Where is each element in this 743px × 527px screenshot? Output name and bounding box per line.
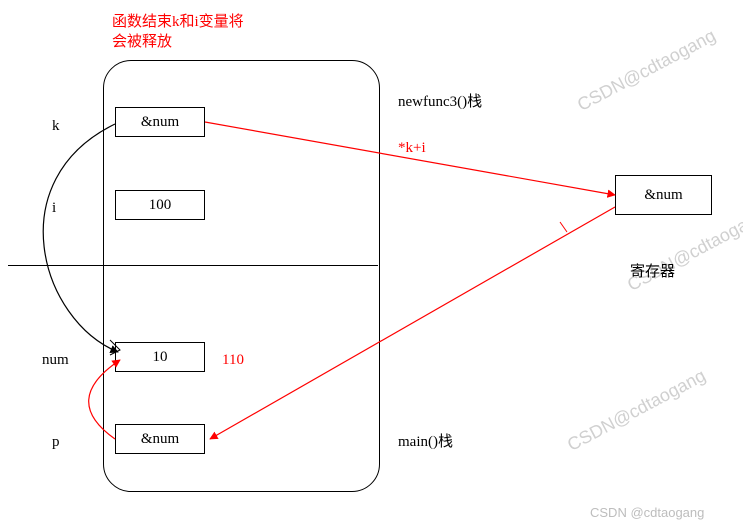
var-num-box: 10 <box>115 342 205 372</box>
watermark: CSDN@cdtaogang <box>564 365 709 456</box>
var-p-value: &num <box>141 431 179 448</box>
var-k-label: k <box>52 118 60 135</box>
register-value: &num <box>644 187 682 204</box>
var-p-label: p <box>52 434 60 451</box>
k-plus-i-label: *k+i <box>398 140 426 157</box>
var-num-label: num <box>42 352 69 369</box>
var-k-box: &num <box>115 107 205 137</box>
newfunc3-stack-label: newfunc3()栈 <box>398 90 482 111</box>
note-line2: 会被释放 <box>112 30 172 51</box>
var-p-box: &num <box>115 424 205 454</box>
signature: CSDN @cdtaogang <box>590 505 704 520</box>
stack-divider <box>8 265 378 266</box>
var-i-value: 100 <box>149 197 172 214</box>
var-i-label: i <box>52 200 56 217</box>
watermark: CSDN@cdtaogang <box>574 25 719 116</box>
register-box: &num <box>615 175 712 215</box>
var-i-box: 100 <box>115 190 205 220</box>
main-stack-label: main()栈 <box>398 430 453 451</box>
diagram-root: { "note": { "line1": "函数结束k和i变量将", "line… <box>0 0 743 527</box>
watermark: CSDN@cdtaogang <box>624 205 743 296</box>
val-110: 110 <box>222 352 244 369</box>
note-line1: 函数结束k和i变量将 <box>112 10 244 31</box>
var-k-value: &num <box>141 114 179 131</box>
var-num-value: 10 <box>153 349 168 366</box>
stray-mark <box>560 222 567 232</box>
register-label: 寄存器 <box>630 260 675 281</box>
